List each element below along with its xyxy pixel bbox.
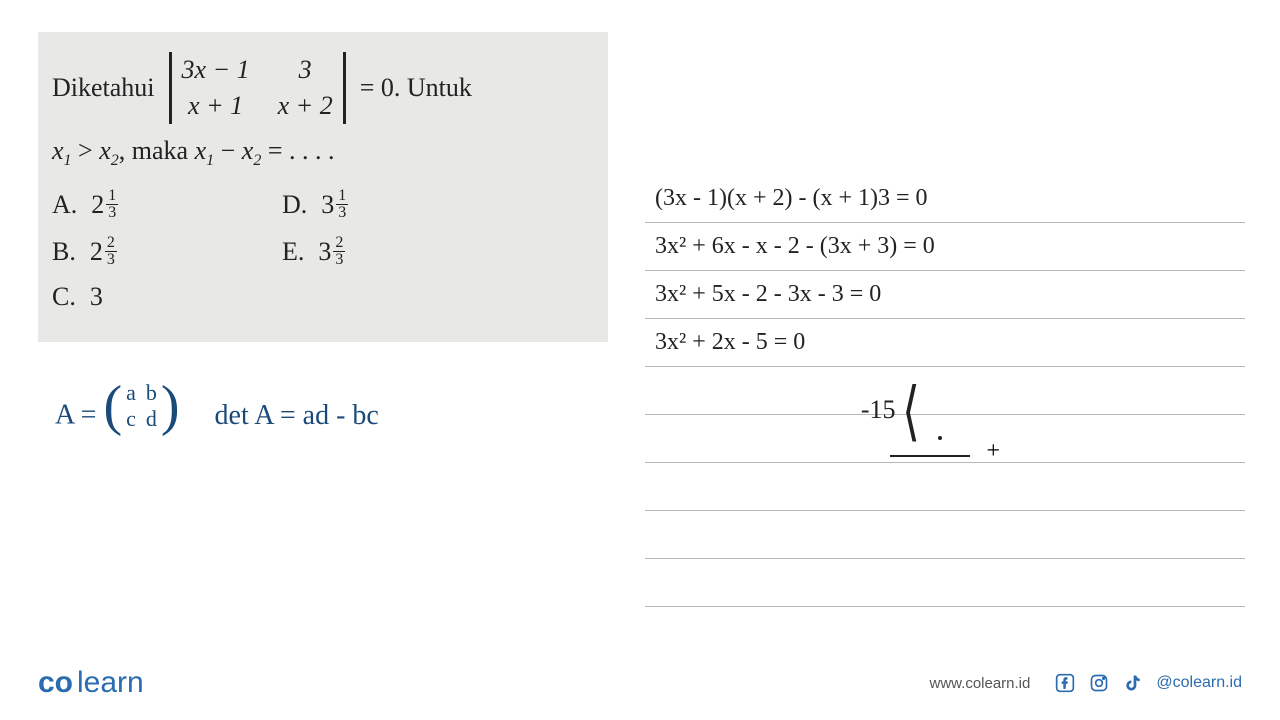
option-d[interactable]: D. 3 13: [282, 188, 512, 221]
option-a-num: 1: [106, 188, 118, 205]
option-d-den: 3: [336, 205, 348, 221]
option-d-num: 1: [336, 188, 348, 205]
question-panel: Diketahui 3x − 1 3 x + 1 x + 2 = 0. Untu…: [38, 32, 608, 342]
brand-logo: colearn: [38, 666, 144, 700]
hw-paren-left: (: [103, 384, 122, 429]
option-e-value: 3 23: [318, 235, 345, 268]
plus-sign: +: [986, 438, 1000, 465]
x1-var: x: [52, 136, 64, 165]
nb-line-4: 3x² + 2x - 5 = 0: [645, 319, 1245, 367]
nb-line-7: [645, 463, 1245, 511]
sum-underline: [890, 455, 970, 457]
expr-s1: 1: [206, 152, 214, 169]
option-a-den: 3: [106, 205, 118, 221]
hw-cell-a: a: [126, 380, 136, 406]
gt-sign: >: [72, 136, 100, 165]
option-d-label: D.: [282, 190, 307, 220]
factoring-product: -15: [861, 395, 896, 424]
hw-det-formula: det A = ad - bc: [215, 400, 379, 431]
expr-x1: x: [195, 136, 207, 165]
option-b-value: 2 23: [90, 235, 117, 268]
question-line-2: x1 > x2, maka x1 − x2 = . . . .: [52, 136, 594, 170]
determinant-matrix: 3x − 1 3 x + 1 x + 2: [169, 52, 346, 124]
hw-matrix-cells: a b c d: [122, 380, 161, 432]
expr-x2: x: [242, 136, 254, 165]
x2-var: x: [99, 136, 111, 165]
expr-end: = . . . .: [261, 136, 334, 165]
options-grid: A. 2 13 D. 3 13 B. 2 23 E. 3 23: [52, 188, 594, 312]
hw-cell-c: c: [126, 406, 136, 432]
nb-line-8: [645, 511, 1245, 559]
logo-part2: learn: [77, 666, 144, 699]
matrix-cell-c: x + 1: [182, 91, 250, 121]
hw-cell-d: d: [146, 406, 157, 432]
option-b[interactable]: B. 2 23: [52, 235, 282, 268]
option-e-num: 2: [333, 235, 345, 252]
option-c-value: 3: [90, 282, 103, 312]
option-b-den: 3: [105, 252, 117, 268]
option-b-label: B.: [52, 237, 76, 267]
x1-sub: 1: [64, 152, 72, 169]
handwriting-formula: A = ( a b c d ) det A = ad - bc: [55, 380, 379, 432]
facebook-icon[interactable]: [1054, 672, 1076, 694]
brace-icon: ⟨: [902, 390, 920, 435]
tiktok-icon[interactable]: [1122, 672, 1144, 694]
matrix-cell-a: 3x − 1: [182, 55, 250, 85]
option-a-label: A.: [52, 190, 77, 220]
social-handle: @colearn.id: [1156, 674, 1242, 692]
option-a-whole: 2: [91, 190, 104, 220]
nb-line-9: [645, 559, 1245, 607]
matrix-bar-right: [343, 52, 346, 124]
footer-url: www.colearn.id: [929, 675, 1030, 692]
hw-cell-b: b: [146, 380, 157, 406]
minus-sign: −: [214, 136, 242, 165]
nb-line-2: 3x² + 6x - x - 2 - (3x + 3) = 0: [645, 223, 1245, 271]
option-a[interactable]: A. 2 13: [52, 188, 282, 221]
option-b-whole: 2: [90, 237, 103, 267]
x2-sub: 2: [111, 152, 119, 169]
notebook-work: (3x - 1)(x + 2) - (x + 1)3 = 0 3x² + 6x …: [645, 175, 1245, 607]
option-e-label: E.: [282, 237, 304, 267]
question-line-1: Diketahui 3x − 1 3 x + 1 x + 2 = 0. Untu…: [52, 52, 594, 124]
maka-text: , maka: [119, 136, 195, 165]
nb-line-3: 3x² + 5x - 2 - 3x - 3 = 0: [645, 271, 1245, 319]
option-d-value: 3 13: [321, 188, 348, 221]
footer-bar: colearn www.colearn.id @colearn.id: [0, 666, 1280, 700]
option-e[interactable]: E. 3 23: [282, 235, 512, 268]
option-e-whole: 3: [318, 237, 331, 267]
option-c[interactable]: C. 3: [52, 282, 282, 312]
dot-mark: [938, 436, 942, 440]
footer-right: www.colearn.id @colearn.id: [929, 672, 1242, 694]
nb-line-1: (3x - 1)(x + 2) - (x + 1)3 = 0: [645, 175, 1245, 223]
option-d-whole: 3: [321, 190, 334, 220]
hw-paren-right: ): [161, 384, 180, 429]
question-equals: = 0. Untuk: [360, 73, 472, 103]
option-e-den: 3: [333, 252, 345, 268]
option-b-num: 2: [105, 235, 117, 252]
factoring-work: -15 ⟨: [861, 395, 920, 428]
option-c-whole: 3: [90, 282, 103, 312]
matrix-content: 3x − 1 3 x + 1 x + 2: [172, 55, 343, 121]
hw-A-eq: A =: [55, 400, 103, 431]
hw-matrix: ( a b c d ): [103, 380, 179, 432]
matrix-cell-d: x + 2: [278, 91, 333, 121]
option-a-value: 2 13: [91, 188, 118, 221]
nb-line-5: [645, 367, 1245, 415]
option-c-label: C.: [52, 282, 76, 312]
question-prefix: Diketahui: [52, 73, 155, 103]
matrix-cell-b: 3: [278, 55, 333, 85]
instagram-icon[interactable]: [1088, 672, 1110, 694]
logo-part1: co: [38, 666, 73, 699]
